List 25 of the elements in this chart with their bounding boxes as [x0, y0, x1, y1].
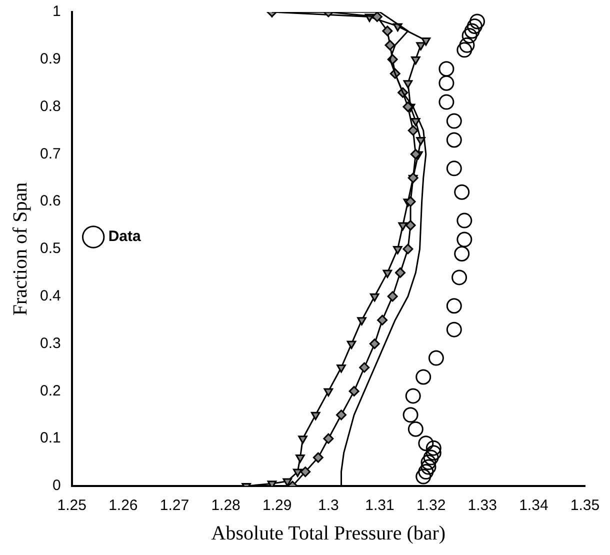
y-tick-label: 0.7	[40, 145, 61, 162]
x-tick-label: 1.25	[57, 497, 86, 514]
y-tick-label: 0.6	[40, 192, 61, 210]
y-tick-label: 0.5	[40, 240, 61, 258]
y-tick-label: 0.8	[40, 98, 61, 115]
y-tick-label: 0	[52, 477, 61, 494]
x-axis-title: Absolute Total Pressure (bar)	[211, 522, 446, 544]
y-tick-label: 0.1	[40, 430, 61, 447]
x-tick-label: 1.34	[519, 497, 548, 514]
y-axis-title: Fraction of Span	[9, 182, 32, 316]
y-tick-label: 0.3	[40, 334, 61, 352]
x-tick-label: 1.31	[365, 497, 394, 514]
x-tick-label: 1.29	[262, 497, 292, 514]
y-tick-label: 1	[52, 3, 61, 20]
x-tick-label: 1.26	[108, 497, 138, 514]
x-tick-label: 1.35	[570, 497, 600, 514]
legend-label: Data	[108, 228, 142, 246]
y-tick-label: 0.2	[40, 382, 61, 400]
x-tick-label: 1.3	[318, 497, 339, 514]
x-tick-label: 1.28	[211, 497, 240, 514]
x-tick-label: 1.33	[468, 497, 497, 514]
x-tick-label: 1.32	[416, 497, 446, 514]
y-tick-label: 0.9	[40, 50, 61, 68]
y-tick-label: 0.4	[40, 288, 61, 305]
x-tick-label: 1.27	[160, 497, 190, 514]
